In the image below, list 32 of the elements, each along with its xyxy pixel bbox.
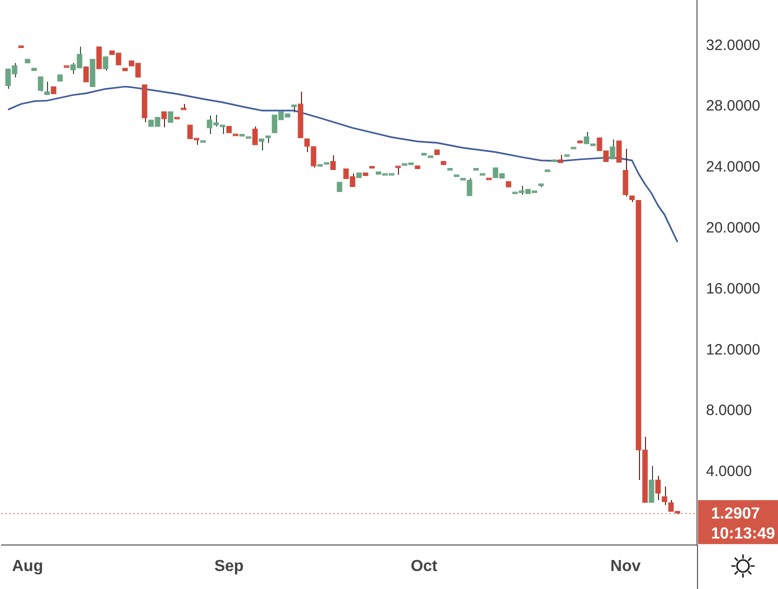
y-tick-label: 16.0000 [706, 280, 760, 298]
candlestick [648, 465, 654, 504]
candlestick [610, 138, 616, 160]
x-tick-label: Oct [410, 558, 438, 576]
candlestick [44, 81, 50, 96]
y-tick-label: 32.0000 [706, 36, 760, 54]
candlestick [304, 138, 310, 153]
candlestick [258, 138, 264, 152]
y-tick-label: 12.0000 [706, 341, 760, 358]
x-tick-label: Sep [214, 558, 244, 576]
y-tick-label: 28.0000 [706, 98, 760, 115]
candlestick [252, 126, 258, 146]
candlestick [336, 182, 342, 192]
candlestick [161, 111, 167, 128]
candlestick [330, 154, 336, 170]
candlestick [616, 140, 622, 163]
x-tick-label: Aug [12, 558, 44, 576]
candlestick [83, 66, 89, 82]
candlestick [96, 46, 102, 70]
text: 10:13:49 [711, 526, 776, 543]
candlestick [38, 76, 44, 92]
candlestick [622, 148, 628, 197]
candlestick [102, 56, 108, 72]
x-tick-label: Nov [610, 558, 641, 576]
ref-line-label: 1.2907 [711, 506, 760, 523]
candlestick [655, 475, 661, 500]
y-tick-label: 24.0000 [706, 158, 760, 176]
candlestick [310, 146, 316, 168]
y-tick-label: 4.0000 [706, 463, 752, 480]
y-tick-label: 20.0000 [706, 219, 760, 236]
candlestick [662, 486, 668, 506]
y-tick-label: 8.0000 [706, 402, 752, 420]
